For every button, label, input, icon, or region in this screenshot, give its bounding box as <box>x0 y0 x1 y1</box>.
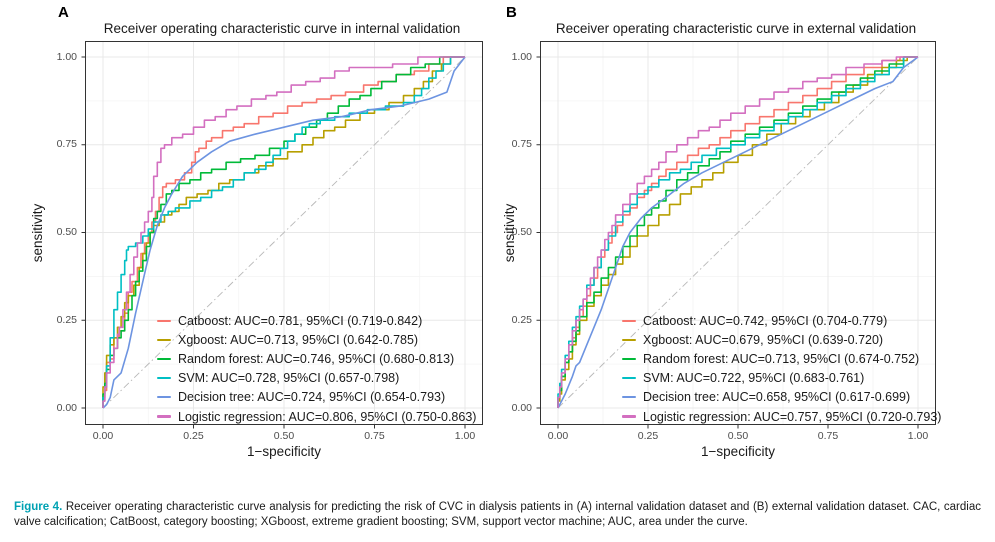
panel-letter: A <box>58 4 69 21</box>
legend-label: Decision tree: AUC=0.724, 95%CI (0.654-0… <box>178 390 446 405</box>
plot-border <box>85 41 483 425</box>
legend-label: Xgboost: AUC=0.679, 95%CI (0.639-0.720) <box>643 332 884 347</box>
panel-title: Receiver operating characteristic curve … <box>555 21 917 36</box>
y-tick-label: 0.25 <box>511 313 532 326</box>
legend-entry-catboost: Catboost: AUC=0.781, 95%CI (0.719-0.842) <box>157 311 476 330</box>
legend-label: Catboost: AUC=0.742, 95%CI (0.704-0.779) <box>643 313 888 328</box>
legend-entry-catboost: Catboost: AUC=0.742, 95%CI (0.704-0.779) <box>622 311 941 330</box>
legend-key-xgboost <box>157 338 171 341</box>
panel-title: Receiver operating characteristic curve … <box>103 21 461 36</box>
diagonal-reference-line <box>102 56 466 409</box>
caption-text: Receiver operating characteristic curve … <box>14 500 981 529</box>
panel-a: A Receiver operating characteristic curve… <box>0 0 498 480</box>
legend-label: Random forest: AUC=0.713, 95%CI (0.674-0… <box>643 351 920 366</box>
caption-label: Figure 4. <box>14 500 63 513</box>
legend-key-catboost <box>622 319 636 322</box>
legend-key-decision-tree <box>157 396 171 399</box>
legend-entry-svm: SVM: AUC=0.722, 95%CI (0.683-0.761) <box>622 369 941 388</box>
roc-curve-xgboost <box>102 56 465 408</box>
x-tick-label: 0.50 <box>273 430 295 442</box>
roc-curve-decision-tree <box>102 56 466 409</box>
legend-key-svm <box>622 377 636 380</box>
y-tick-label: 1.00 <box>511 50 532 63</box>
legend-key-decision-tree <box>622 396 636 399</box>
y-tick-label: 0.00 <box>511 401 532 414</box>
legend-label: Decision tree: AUC=0.658, 95%CI (0.617-0… <box>643 390 911 405</box>
x-axis-title: 1−specificity <box>247 444 321 459</box>
x-tick-label: 1.00 <box>454 430 476 442</box>
legend-entry-decision-tree: Decision tree: AUC=0.658, 95%CI (0.617-0… <box>622 388 941 407</box>
legend-entry-xgboost: Xgboost: AUC=0.679, 95%CI (0.639-0.720) <box>622 330 941 349</box>
roc-curve-svm <box>102 56 465 408</box>
x-axis-title: 1−specificity <box>701 444 775 459</box>
x-tick-label: 0.25 <box>183 430 204 442</box>
legend-key-random-forest <box>157 357 171 361</box>
legend-entry-random-forest: Random forest: AUC=0.713, 95%CI (0.674-0… <box>622 349 941 368</box>
roc-plot-a <box>81 41 483 429</box>
legend: Catboost: AUC=0.742, 95%CI (0.704-0.779)… <box>622 311 941 426</box>
roc-curve-logistic-regression <box>102 56 465 408</box>
x-tick-label: 0.75 <box>364 430 385 442</box>
x-tick-label: 1.00 <box>907 430 929 442</box>
legend-label: Logistic regression: AUC=0.806, 95%CI (0… <box>178 409 477 424</box>
y-tick-label: 0.00 <box>56 401 77 414</box>
y-tick-label: 0.25 <box>56 313 77 326</box>
y-tick-label: 1.00 <box>56 50 77 63</box>
x-tick-label: 0.00 <box>92 430 114 442</box>
legend-label: Logistic regression: AUC=0.757, 95%CI (0… <box>643 409 942 424</box>
legend-entry-xgboost: Xgboost: AUC=0.713, 95%CI (0.642-0.785) <box>157 330 476 349</box>
plot-border <box>540 41 936 425</box>
roc-curve-random-forest <box>102 56 465 408</box>
roc-curve-decision-tree <box>557 56 919 409</box>
figure-caption: Figure 4. Receiver operating characteris… <box>14 500 981 532</box>
y-tick-label: 0.50 <box>56 226 77 238</box>
panel-letter: B <box>506 4 517 21</box>
legend-entry-svm: SVM: AUC=0.728, 95%CI (0.657-0.798) <box>157 369 476 388</box>
y-tick-label: 0.75 <box>56 138 77 151</box>
legend-entry-decision-tree: Decision tree: AUC=0.724, 95%CI (0.654-0… <box>157 388 476 407</box>
y-axis-title: sensitivity <box>30 203 45 263</box>
y-axis-title: sensitivity <box>502 203 517 263</box>
legend-key-logistic-regression <box>157 415 171 418</box>
legend-key-svm <box>157 377 171 380</box>
roc-curve-logistic-regression <box>557 56 918 408</box>
x-tick-label: 0.50 <box>727 430 749 442</box>
legend-key-xgboost <box>622 338 636 341</box>
legend: Catboost: AUC=0.781, 95%CI (0.719-0.842)… <box>157 311 476 426</box>
legend-entry-logistic-regression: Logistic regression: AUC=0.806, 95%CI (0… <box>157 407 476 426</box>
x-tick-label: 0.25 <box>637 430 659 442</box>
legend-label: SVM: AUC=0.728, 95%CI (0.657-0.798) <box>178 371 400 386</box>
legend-label: Random forest: AUC=0.746, 95%CI (0.680-0… <box>178 351 455 366</box>
legend-label: SVM: AUC=0.722, 95%CI (0.683-0.761) <box>643 371 865 386</box>
legend-label: Catboost: AUC=0.781, 95%CI (0.719-0.842) <box>178 313 423 328</box>
diagonal-reference-line <box>557 56 919 409</box>
legend-key-random-forest <box>622 357 636 361</box>
legend-label: Xgboost: AUC=0.713, 95%CI (0.642-0.785) <box>178 332 419 347</box>
x-tick-label: 0.75 <box>817 430 839 442</box>
x-tick-label: 0.00 <box>547 430 569 442</box>
roc-plot-b <box>536 41 936 429</box>
legend-entry-logistic-regression: Logistic regression: AUC=0.757, 95%CI (0… <box>622 407 941 426</box>
y-tick-label: 0.75 <box>511 138 532 151</box>
legend-key-logistic-regression <box>622 415 636 418</box>
legend-entry-random-forest: Random forest: AUC=0.746, 95%CI (0.680-0… <box>157 349 476 368</box>
panel-b: B Receiver operating characteristic curve… <box>498 0 995 480</box>
legend-key-catboost <box>157 319 171 322</box>
y-tick-label: 0.50 <box>511 226 532 238</box>
